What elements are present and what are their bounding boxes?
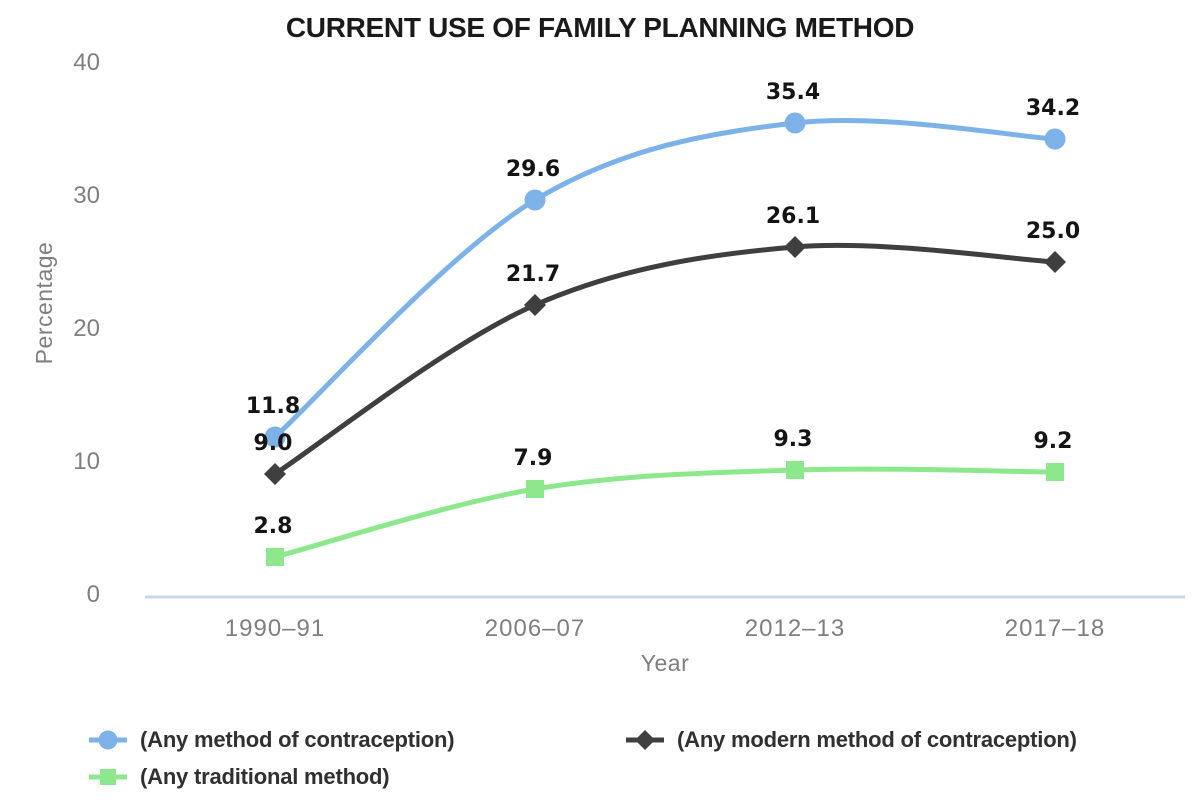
- legend: (Any method of contraception) (Any modern…: [88, 726, 1168, 791]
- data-label: 25.0: [1026, 219, 1080, 244]
- circle-marker-icon: [784, 112, 806, 134]
- x-axis-title: Year: [641, 650, 689, 676]
- square-marker-icon: [100, 769, 116, 785]
- legend-item: (Any traditional method): [88, 763, 625, 791]
- data-label: 21.7: [506, 262, 560, 287]
- legend-label: (Any method of contraception): [140, 727, 455, 752]
- square-marker-icon: [89, 769, 127, 785]
- y-tick-label: 40: [73, 49, 100, 76]
- y-tick-label: 30: [73, 182, 100, 209]
- circle-marker-icon: [89, 730, 127, 750]
- square-marker-icon: [786, 461, 804, 479]
- square-marker-icon: [266, 548, 284, 566]
- legend-item: (Any method of contraception): [88, 726, 625, 754]
- plot-area: 0 10 20 30 40 1990–91 2006–07 2012–13 2017–18 Per…: [31, 49, 1185, 676]
- diamond-marker-icon: [524, 294, 546, 316]
- data-label: 9.3: [774, 427, 813, 452]
- series-line: [272, 242, 1058, 477]
- circle-marker-icon: [1044, 128, 1066, 150]
- data-label: 29.6: [506, 157, 560, 182]
- square-marker-icon: [1046, 463, 1064, 481]
- data-label: 2.8: [254, 514, 293, 539]
- data-label: 35.4: [766, 80, 820, 105]
- data-label: 9.0: [254, 431, 293, 456]
- chart-title: CURRENT USE OF FAMILY PLANNING METHOD: [285, 12, 915, 43]
- circle-marker-icon: [524, 189, 546, 211]
- circle-marker-icon: [264, 426, 286, 448]
- data-label: 34.2: [1026, 96, 1080, 121]
- x-tick-label: 1990–91: [225, 615, 325, 642]
- square-marker-icon: [526, 480, 544, 498]
- x-tick-label: 2017–18: [1005, 615, 1105, 642]
- y-axis-title: Percentage: [31, 242, 57, 365]
- series-line: [272, 466, 1058, 560]
- data-label: 26.1: [766, 204, 820, 229]
- diamond-marker-icon: [635, 730, 655, 750]
- legend-label: (Any traditional method): [140, 764, 390, 789]
- y-tick-label: 0: [87, 581, 100, 608]
- x-tick-label: 2006–07: [485, 615, 585, 642]
- data-label: 11.8: [246, 394, 300, 419]
- data-label: 9.2: [1034, 429, 1073, 454]
- circle-marker-icon: [98, 730, 118, 750]
- diamond-marker-icon: [626, 730, 664, 750]
- y-tick-label: 10: [73, 448, 100, 475]
- y-tick-label: 20: [73, 315, 100, 342]
- x-tick-label: 2012–13: [745, 615, 845, 642]
- legend-item: (Any modern method of contraception): [625, 726, 1168, 754]
- diamond-marker-icon: [784, 236, 806, 258]
- diamond-marker-icon: [1044, 251, 1066, 273]
- diamond-marker-icon: [264, 463, 286, 485]
- legend-label: (Any modern method of contraception): [677, 727, 1077, 752]
- series-line: [272, 117, 1058, 440]
- data-label: 7.9: [514, 446, 553, 471]
